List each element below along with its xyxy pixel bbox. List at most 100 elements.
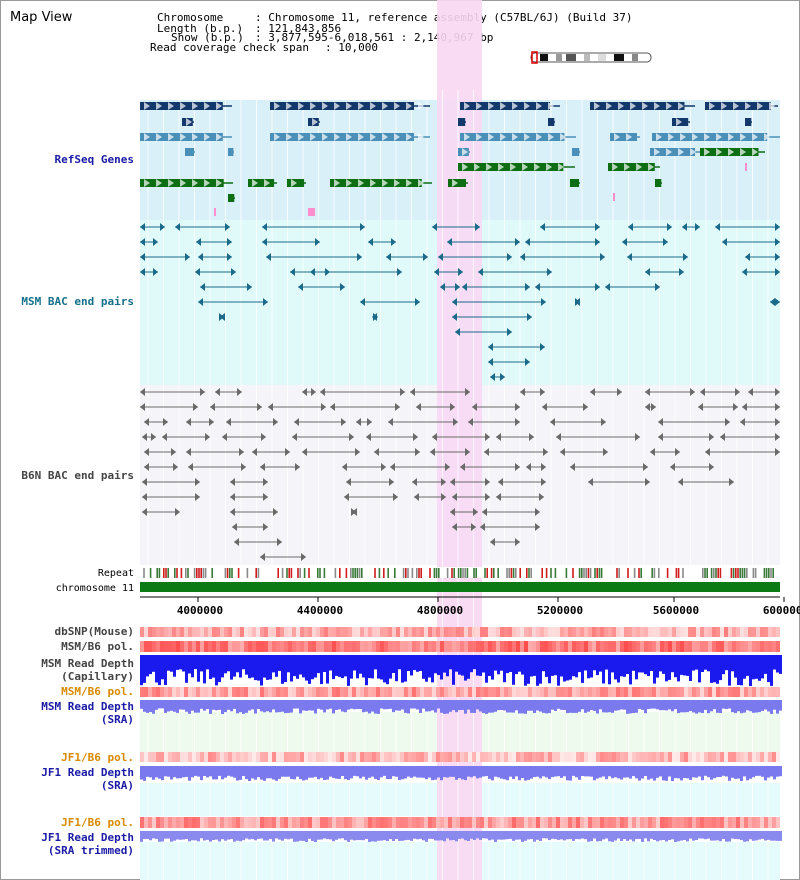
bac-end-left [496, 493, 501, 501]
bac-end-right [543, 448, 548, 456]
pol-cell [452, 817, 456, 828]
gene-marker [745, 163, 747, 171]
repeat-element [185, 568, 187, 578]
depth-bar [611, 655, 614, 673]
pol-cell [724, 687, 728, 697]
pol-cell [600, 752, 604, 762]
depth-bar [617, 766, 620, 779]
show-label: Show (b.p.) [171, 31, 244, 44]
repeat-element [550, 568, 552, 578]
repeat-element [519, 568, 521, 578]
pol-cell [292, 627, 296, 637]
bac-end-right [185, 253, 190, 261]
depth-bar [320, 700, 323, 710]
pol-cell [772, 687, 776, 697]
pol-cell [340, 641, 344, 652]
pol-cell [204, 817, 208, 828]
strand-arrow [192, 133, 198, 141]
depth-bar [656, 700, 659, 710]
depth-bar [278, 700, 281, 713]
repeat-element [193, 568, 196, 578]
depth-bar [473, 831, 476, 840]
refseq-gene-glyphs[interactable] [140, 102, 780, 216]
read-depth-tracks[interactable] [140, 655, 782, 842]
b6n-bac-pairs[interactable] [140, 388, 780, 561]
bac-end-right [675, 448, 680, 456]
depth-bar [278, 766, 281, 779]
depth-bar [665, 766, 668, 781]
chromosome-bar[interactable] [140, 582, 780, 592]
pol-cell [400, 627, 404, 637]
pol-cell [532, 627, 536, 637]
bac-end-left [550, 418, 555, 426]
pol-cell [464, 641, 468, 652]
pol-cell [620, 627, 624, 637]
depth-bar [725, 831, 728, 842]
depth-bar [533, 700, 536, 713]
depth-bar [737, 766, 740, 779]
bac-end-left [627, 253, 632, 261]
pol-cell [344, 687, 348, 697]
bac-end-left [605, 283, 610, 291]
pol-cell [400, 817, 404, 828]
pol-cell [476, 817, 480, 828]
depth-bar [401, 700, 404, 710]
depth-bar [338, 655, 341, 677]
pol-cell [140, 627, 144, 637]
pol-cell [684, 687, 688, 697]
pol-cell [152, 641, 156, 652]
pol-cell [700, 687, 704, 697]
depth-bar [587, 700, 590, 712]
repeat-element [730, 568, 733, 578]
pol-cell [536, 752, 540, 762]
msm-depth-sra-sublabel: (SRA) [101, 713, 134, 726]
bac-end-left [455, 328, 460, 336]
pol-cell [384, 641, 388, 652]
depth-bar [701, 700, 704, 713]
bac-end-left [715, 223, 720, 231]
depth-bar [641, 831, 644, 842]
pol-cell [416, 687, 420, 697]
strand-arrow [512, 133, 518, 141]
msm-bac-pairs[interactable] [140, 223, 780, 381]
strand-arrow [654, 102, 660, 110]
depth-bar [260, 700, 263, 712]
depth-bar [398, 831, 401, 841]
repeat-element [651, 568, 653, 578]
depth-bar [746, 831, 749, 842]
pol-cell [688, 752, 692, 762]
pol-cell [568, 627, 572, 637]
pol-cell [156, 817, 160, 828]
pol-cell [544, 627, 548, 637]
pol-cell [612, 687, 616, 697]
depth-bar [722, 831, 725, 839]
repeat-element [402, 568, 405, 578]
depth-bar [728, 766, 731, 781]
bac-end-left [230, 478, 235, 486]
depth-bar [239, 766, 242, 780]
chromosome-ideogram[interactable] [530, 51, 652, 64]
highlight-region[interactable] [437, 0, 482, 880]
pol-cell [224, 687, 228, 697]
strand-arrow [745, 102, 751, 110]
dbsnp-label: dbSNP(Mouse) [55, 625, 134, 638]
depth-bar [443, 831, 446, 842]
repeat-element [308, 568, 310, 578]
repeat-element [334, 568, 337, 578]
bac-end-right [395, 403, 400, 411]
polymorphism-heatmaps[interactable] [140, 627, 780, 828]
pol-cell [740, 752, 744, 762]
pol-cell [488, 627, 492, 637]
bac-end-right [690, 388, 695, 396]
depth-bar [350, 655, 353, 679]
repeat-track[interactable] [140, 567, 780, 578]
depth-bar [509, 766, 512, 777]
pol-cell [508, 627, 512, 637]
pol-cell [524, 752, 528, 762]
depth-bar [167, 700, 170, 712]
chromosome-label: Chromosome [157, 11, 224, 24]
depth-bar [551, 700, 554, 710]
depth-bar [701, 831, 704, 839]
strand-arrow [500, 102, 506, 110]
